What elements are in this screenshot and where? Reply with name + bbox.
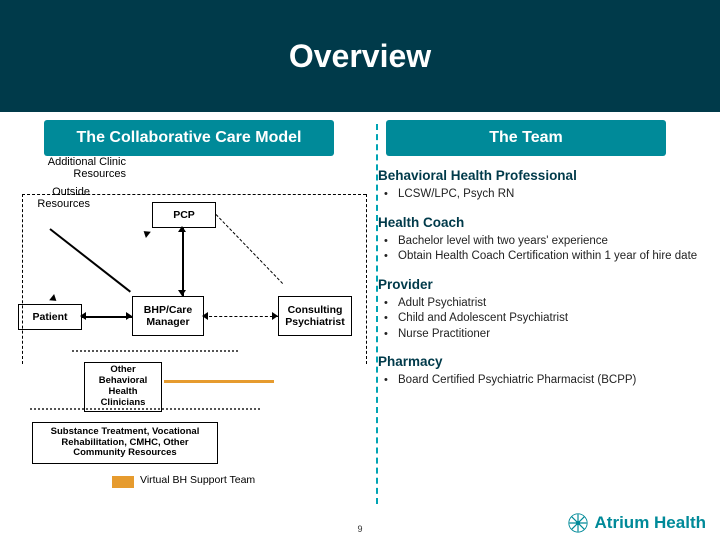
page-title: Overview [289, 38, 431, 75]
brand-logo-icon [567, 512, 589, 534]
section-coach-title: Health Coach [378, 215, 706, 230]
section-provider: Provider Adult Psychiatrist Child and Ad… [378, 277, 706, 343]
model-frame-left [22, 194, 23, 364]
columns: The Collaborative Care Model PCP Patient… [14, 120, 706, 496]
section-bhp-title: Behavioral Health Professional [378, 168, 706, 183]
diagram-area: PCP Patient BHP/Care Manager Consulting … [14, 156, 372, 496]
edge-bhp-pcp [182, 228, 184, 296]
arrow-patient-pcp [141, 228, 151, 238]
edge-pcp-patient [49, 228, 131, 292]
section-bhp-list: LCSW/LPC, Psych RN [378, 187, 706, 203]
page-number: 9 [357, 524, 362, 534]
right-heading: The Team [386, 120, 666, 156]
section-coach: Health Coach Bachelor level with two yea… [378, 215, 706, 265]
label-outside-resources: Outside Resources [14, 186, 90, 214]
edge-patient-bhp [82, 316, 132, 318]
header-band: Overview [0, 0, 720, 112]
list-item: Board Certified Psychiatric Pharmacist (… [382, 373, 706, 389]
arrow-pcp-patient [49, 294, 59, 304]
footer-brand: Atrium Health [567, 512, 706, 534]
section-pharmacy-list: Board Certified Psychiatric Pharmacist (… [378, 373, 706, 389]
list-item: LCSW/LPC, Psych RN [382, 187, 706, 203]
edge-obh-comm [30, 408, 260, 410]
node-bhp: BHP/Care Manager [132, 296, 204, 336]
list-item: Bachelor level with two years' experienc… [382, 234, 706, 250]
list-item: Child and Adolescent Psychiatrist [382, 311, 706, 327]
edge-virtual-team [164, 380, 274, 383]
arrow-to-consult [272, 312, 278, 320]
section-pharmacy: Pharmacy Board Certified Psychiatric Pha… [378, 354, 706, 389]
right-column: The Team Behavioral Health Professional … [372, 120, 706, 496]
label-additional-resources: Additional Clinic Resources [14, 156, 126, 186]
section-provider-title: Provider [378, 277, 706, 292]
node-patient: Patient [18, 304, 82, 330]
brand-name: Atrium Health [595, 513, 706, 533]
edge-pcp-consult [216, 214, 283, 284]
node-consult: Consulting Psychiatrist [278, 296, 352, 336]
list-item: Obtain Health Coach Certification within… [382, 249, 706, 265]
arrow-bhp-to-patient [80, 312, 86, 320]
node-community-resources: Substance Treatment, Vocational Rehabili… [32, 422, 218, 464]
legend-swatch [112, 476, 134, 488]
legend-label: Virtual BH Support Team [140, 474, 255, 486]
arrow-pcp-down [178, 290, 186, 296]
left-column: The Collaborative Care Model PCP Patient… [14, 120, 372, 496]
list-item: Nurse Practitioner [382, 327, 706, 343]
model-frame-right [366, 194, 367, 364]
left-heading: The Collaborative Care Model [44, 120, 334, 156]
arrow-patient-to-bhp [126, 312, 132, 320]
list-item: Adult Psychiatrist [382, 296, 706, 312]
section-bhp: Behavioral Health Professional LCSW/LPC,… [378, 168, 706, 203]
node-pcp: PCP [152, 202, 216, 228]
section-coach-list: Bachelor level with two years' experienc… [378, 234, 706, 265]
section-pharmacy-title: Pharmacy [378, 354, 706, 369]
arrow-from-consult [202, 312, 208, 320]
edge-bhp-obh [72, 350, 238, 352]
model-frame-top [22, 194, 366, 195]
node-obh: Other Behavioral Health Clinicians [84, 362, 162, 412]
edge-bhp-consult [204, 316, 278, 317]
section-provider-list: Adult Psychiatrist Child and Adolescent … [378, 296, 706, 343]
arrow-bhp-up [178, 226, 186, 232]
